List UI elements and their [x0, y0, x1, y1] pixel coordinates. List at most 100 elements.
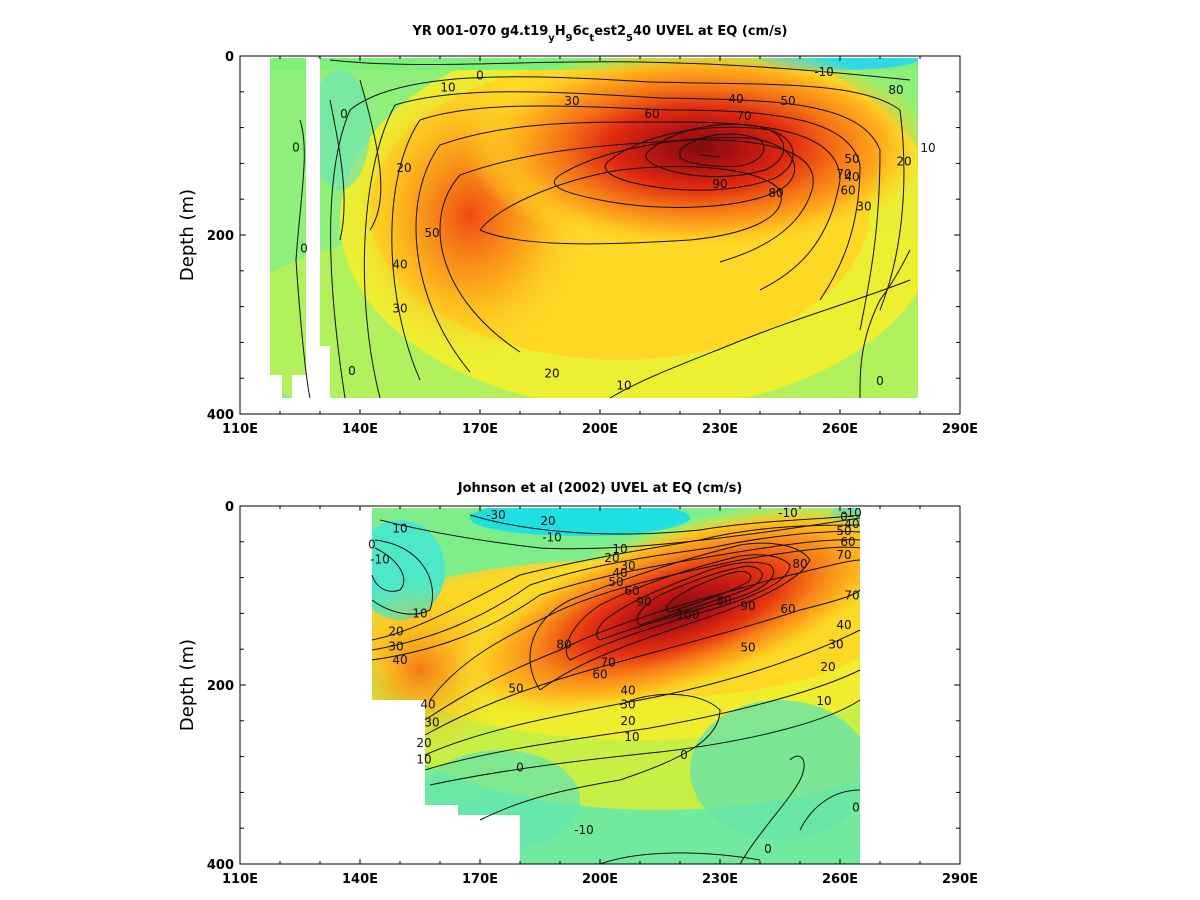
contour-label: 50 — [740, 640, 755, 654]
contour-label: 50 — [424, 226, 439, 240]
contour-label: 70 — [836, 548, 851, 562]
contour-label: 40 — [612, 566, 627, 580]
contour-label: 50 — [608, 575, 623, 589]
contour-label: 30 — [620, 698, 635, 712]
contour-label: 40 — [836, 618, 851, 632]
contour-label: 80 — [716, 594, 731, 608]
contour-label: 20 — [396, 161, 411, 175]
contour-label: -10 — [370, 553, 390, 567]
contour-label: 0 — [476, 69, 484, 83]
contour-label: -30 — [486, 508, 506, 522]
contour-label: 40 — [844, 517, 859, 531]
contour-label: 50 — [836, 524, 851, 538]
x-tick-label: 260E — [822, 422, 858, 437]
contour-label: 50 — [780, 94, 795, 108]
contour-label: -10 — [814, 65, 834, 79]
contour-label: 40 — [392, 258, 407, 272]
contour-label: 0 — [516, 760, 524, 774]
contour-label: 10 — [920, 141, 935, 155]
contour-label: 0 — [340, 107, 348, 121]
contour-label: 0 — [680, 748, 688, 762]
contour-label: 0 — [292, 140, 300, 154]
x-tick-label: 230E — [702, 872, 738, 887]
contour-label: 40 — [844, 170, 859, 184]
contour-label: 20 — [896, 155, 911, 169]
panel-bottom-contours — [371, 514, 861, 865]
contour-label: 10 — [624, 730, 639, 744]
contour-label: 10 — [412, 606, 427, 620]
contour-label: 90 — [740, 599, 755, 613]
y-tick-label: 0 — [225, 50, 234, 65]
panel-bottom-contour-labels: -30 20-10 0-1010-100-101020304050609010080… — [368, 506, 862, 856]
contour-label: -10 — [842, 506, 862, 520]
panel-bottom-field — [372, 508, 860, 864]
contour-label: 30 — [828, 638, 843, 652]
contour-label: 10 — [392, 521, 407, 535]
contour-label: 70 — [836, 167, 851, 181]
contour-label: 70 — [736, 109, 751, 123]
contour-label: 80 — [556, 638, 571, 652]
panel-top-ylabel: Depth (m) — [177, 189, 198, 281]
contour-label: 30 — [424, 716, 439, 730]
panel-bottom: Johnson et al (2002) UVEL at EQ (cm/s) — [177, 481, 978, 887]
panel-bottom-ylabel: Depth (m) — [177, 639, 198, 731]
x-tick-label: 170E — [462, 872, 498, 887]
panel-top: YR 001-070 g4.t19yH96ctest2540 UVEL at E… — [177, 24, 978, 437]
contour-label: 80 — [768, 186, 783, 200]
contour-label: 0 — [368, 537, 376, 551]
contour-label: 60 — [780, 602, 795, 616]
contour-label: 40 — [728, 92, 743, 106]
contour-label: 50 — [844, 152, 859, 166]
contour-label: 90 — [712, 177, 727, 191]
x-tick-label: 110E — [222, 872, 258, 887]
contour-label: 20 — [388, 624, 403, 638]
contour-label: 10 — [440, 80, 455, 94]
contour-label: 70 — [600, 656, 615, 670]
contour-label: 0 — [840, 510, 848, 524]
contour-label: 30 — [388, 640, 403, 654]
contour-label: 20 — [604, 551, 619, 565]
contour-label: 60 — [840, 535, 855, 549]
x-tick-label: 290E — [942, 422, 978, 437]
contour-label: 30 — [856, 199, 871, 213]
contour-label: 40 — [420, 698, 435, 712]
contour-label: 0 — [852, 801, 860, 815]
y-tick-label: 200 — [207, 229, 234, 244]
panel-top-field — [270, 56, 918, 398]
contour-label: 60 — [644, 107, 659, 121]
contour-label: 20 — [540, 514, 555, 528]
panel-top-title: YR 001-070 g4.t19yH96ctest2540 UVEL at E… — [412, 24, 788, 44]
contour-label: 50 — [508, 682, 523, 696]
contour-label: 40 — [392, 653, 407, 667]
contour-label: 30 — [564, 94, 579, 108]
contour-label: 0 — [764, 842, 772, 856]
contour-label: 0 — [876, 374, 884, 388]
contour-label: 10 — [612, 542, 627, 556]
contour-label: 100 — [677, 608, 700, 622]
contour-label: 80 — [888, 83, 903, 97]
x-tick-label: 110E — [222, 422, 258, 437]
contour-label: 20 — [544, 367, 559, 381]
contour-label: 20 — [620, 714, 635, 728]
x-tick-label: 200E — [582, 872, 618, 887]
contour-label: 0 — [300, 241, 308, 255]
y-tick-label: 0 — [225, 500, 234, 515]
contour-label: 30 — [392, 301, 407, 315]
contour-label: 20 — [416, 736, 431, 750]
contour-label: 0 — [348, 364, 356, 378]
panel-top-contours — [295, 59, 911, 399]
contour-label: 80 — [792, 557, 807, 571]
contour-label: 60 — [624, 584, 639, 598]
x-tick-label: 260E — [822, 872, 858, 887]
panel-bottom-title: Johnson et al (2002) UVEL at EQ (cm/s) — [457, 481, 743, 496]
contour-label: 30 — [620, 559, 635, 573]
x-tick-label: 290E — [942, 872, 978, 887]
y-tick-label: 400 — [207, 858, 234, 873]
contour-label: 90 — [636, 595, 651, 609]
contour-label: 70 — [844, 589, 859, 603]
contour-label: -10 — [574, 823, 594, 837]
contour-label: 60 — [592, 667, 607, 681]
